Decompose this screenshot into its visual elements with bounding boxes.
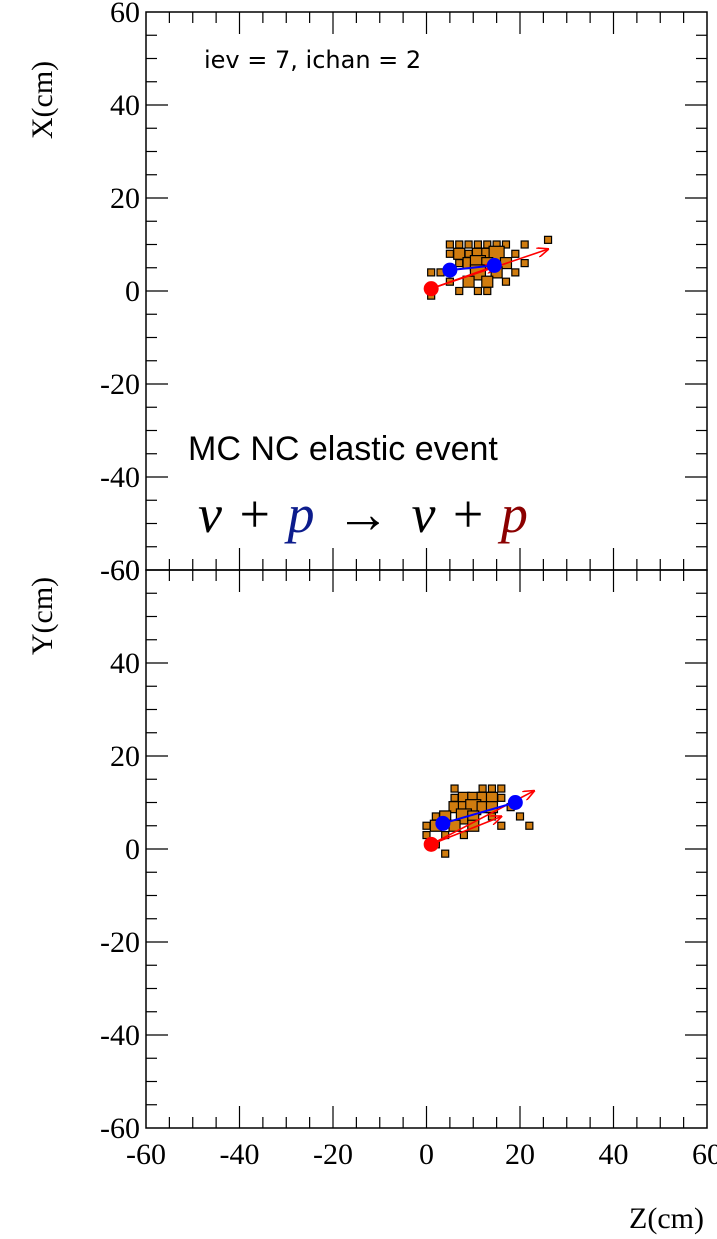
hit-cell bbox=[473, 286, 483, 296]
hit-cell bbox=[427, 268, 436, 277]
reaction-plus-1: + bbox=[239, 484, 269, 544]
hit-cell bbox=[478, 784, 487, 793]
y-tick-label: 20 bbox=[110, 740, 140, 773]
reaction-proton-in: p bbox=[283, 484, 314, 544]
hit-cell bbox=[450, 793, 459, 802]
hit-cell bbox=[483, 286, 492, 296]
y-tick-label: 0 bbox=[125, 833, 140, 866]
proton-track-arrow bbox=[430, 265, 496, 290]
x-tick-label: -60 bbox=[126, 1138, 166, 1171]
hit-cell bbox=[445, 249, 454, 258]
bottom-y-axis-title: Y(cm) bbox=[26, 577, 59, 655]
hit-cell bbox=[520, 240, 529, 249]
vertex-point bbox=[423, 836, 439, 852]
hit-cell bbox=[497, 784, 506, 793]
bottom-axis-ticks bbox=[146, 570, 707, 1128]
hit-cell bbox=[511, 249, 520, 258]
hit-cell bbox=[501, 277, 511, 286]
bottom-y-tick-labels: -60 -40 -20 0 20 40 60 bbox=[100, 554, 140, 1145]
y-tick-label: 60 bbox=[110, 0, 140, 29]
top-panel-xz: -60 -40 -20 0 20 40 60 X(cm) iev = 7, ichan = … bbox=[26, 0, 708, 587]
event-title-label: MC NC elastic event bbox=[188, 430, 498, 468]
hit-cell bbox=[455, 259, 464, 268]
y-tick-label: -20 bbox=[100, 926, 140, 959]
reconstructed-track bbox=[442, 801, 516, 825]
hit-cell bbox=[422, 821, 431, 830]
track-point bbox=[435, 815, 451, 831]
track-point bbox=[486, 257, 502, 273]
hit-cell bbox=[511, 268, 520, 277]
y-tick-label: -60 bbox=[100, 554, 140, 587]
bottom-tracks bbox=[423, 791, 534, 852]
hit-cell bbox=[445, 240, 454, 249]
hit-cell bbox=[455, 286, 464, 296]
hit-cell bbox=[497, 793, 506, 802]
y-tick-label: 0 bbox=[125, 275, 140, 308]
hit-cell bbox=[481, 275, 494, 288]
hit-cell bbox=[525, 821, 534, 830]
top-y-axis-title: X(cm) bbox=[26, 61, 59, 139]
y-tick-label: 20 bbox=[110, 182, 140, 215]
top-y-tick-labels: -60 -40 -20 0 20 40 60 bbox=[100, 0, 140, 587]
hit-cell bbox=[520, 259, 529, 268]
y-tick-label: 60 bbox=[110, 554, 140, 587]
y-tick-label: 40 bbox=[110, 647, 140, 680]
hit-cell bbox=[487, 784, 497, 793]
hit-cell bbox=[497, 821, 506, 830]
reaction-equation: ν + p → ν + p bbox=[198, 484, 528, 544]
x-tick-label: 60 bbox=[692, 1138, 717, 1171]
reaction-nu-in: ν bbox=[198, 484, 222, 544]
x-tick-label: 20 bbox=[505, 1138, 535, 1171]
proton-track-arrow bbox=[430, 816, 501, 846]
y-tick-label: -20 bbox=[100, 368, 140, 401]
x-tick-label: 0 bbox=[419, 1138, 434, 1171]
x-tick-label: -20 bbox=[313, 1138, 353, 1171]
vertex-point bbox=[423, 281, 439, 297]
y-tick-label: 40 bbox=[110, 89, 140, 122]
track-point bbox=[442, 262, 458, 278]
y-tick-label: -40 bbox=[100, 1019, 140, 1052]
reaction-nu-out: ν bbox=[411, 484, 435, 544]
reaction-plus-2: + bbox=[453, 484, 483, 544]
x-tick-label: -40 bbox=[220, 1138, 260, 1171]
hit-cell bbox=[501, 240, 511, 249]
hit-cell bbox=[464, 240, 473, 249]
bottom-x-tick-labels: -60 -40 -20 0 20 40 60 bbox=[126, 1138, 717, 1171]
track-point bbox=[507, 795, 523, 810]
y-tick-label: -40 bbox=[100, 461, 140, 494]
hit-cell bbox=[441, 849, 450, 858]
bottom-x-axis-title: Z(cm) bbox=[629, 1202, 704, 1235]
y-tick-label: -60 bbox=[100, 1112, 140, 1145]
hit-cell bbox=[543, 235, 553, 244]
hit-cell bbox=[450, 784, 459, 793]
x-tick-label: 40 bbox=[599, 1138, 629, 1171]
top-axis-ticks bbox=[146, 12, 707, 570]
hit-cell bbox=[455, 240, 464, 249]
hit-cell bbox=[473, 240, 483, 249]
hit-cell bbox=[515, 812, 525, 821]
top-tracks bbox=[423, 249, 548, 297]
event-info-label: iev = 7, ichan = 2 bbox=[204, 46, 421, 74]
reaction-proton-out: p bbox=[497, 484, 528, 544]
reaction-arrow: → bbox=[336, 484, 390, 544]
